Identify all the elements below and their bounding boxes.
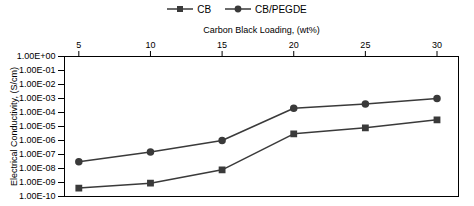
svg-text:1.00E-09: 1.00E-09 bbox=[19, 177, 56, 187]
html-text:CB: CB bbox=[197, 3, 212, 15]
svg-text:20: 20 bbox=[289, 40, 299, 50]
svg-text:1.00E-06: 1.00E-06 bbox=[19, 135, 56, 145]
svg-text:1.00E-10: 1.00E-10 bbox=[19, 191, 56, 201]
svg-text:1.00E-07: 1.00E-07 bbox=[19, 149, 56, 159]
svg-text:1.00E-05: 1.00E-05 bbox=[19, 121, 56, 131]
svg-text:1.00E-01: 1.00E-01 bbox=[19, 65, 56, 75]
svg-text:Carbon Black Loading, (wt%): Carbon Black Loading, (wt%) bbox=[203, 25, 320, 35]
svg-text:15: 15 bbox=[217, 40, 227, 50]
svg-text:1.00E+00: 1.00E+00 bbox=[17, 51, 56, 61]
svg-text:25: 25 bbox=[360, 40, 370, 50]
html-text:CB/PEGDE: CB/PEGDE bbox=[255, 3, 307, 15]
svg-text:1.00E-02: 1.00E-02 bbox=[19, 79, 56, 89]
svg-text:Electrical Conductivity, (S/cm: Electrical Conductivity, (S/cm) bbox=[9, 67, 19, 186]
svg-text:10: 10 bbox=[145, 40, 155, 50]
svg-text:5: 5 bbox=[76, 40, 81, 50]
svg-text:30: 30 bbox=[432, 40, 442, 50]
svg-text:1.00E-04: 1.00E-04 bbox=[19, 107, 56, 117]
svg-text:1.00E-08: 1.00E-08 bbox=[19, 163, 56, 173]
svg-text:1.00E-03: 1.00E-03 bbox=[19, 93, 56, 103]
